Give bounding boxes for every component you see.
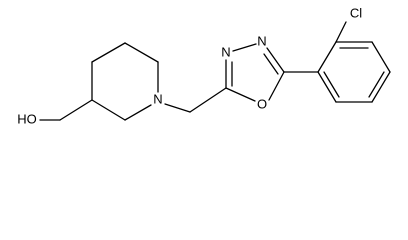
atom-label: N xyxy=(221,44,230,59)
bond xyxy=(59,99,93,121)
bond xyxy=(164,103,191,113)
bond xyxy=(91,99,126,121)
bond xyxy=(371,71,391,103)
double-bond xyxy=(263,53,279,75)
bond xyxy=(91,42,126,63)
atom-label: HO xyxy=(17,111,37,126)
bond xyxy=(317,71,337,103)
bond xyxy=(317,41,337,73)
atom-label: N xyxy=(257,33,266,48)
atom-label: N xyxy=(153,91,162,106)
bonds xyxy=(39,21,391,121)
bond xyxy=(124,104,152,121)
bond xyxy=(189,87,227,113)
bond xyxy=(266,47,285,73)
double-bond xyxy=(323,71,340,98)
atom-label: O xyxy=(257,96,267,111)
structure-diagram: Cl N N O N HO xyxy=(17,5,391,126)
bond xyxy=(225,87,256,102)
bond xyxy=(124,42,159,63)
bond xyxy=(268,71,285,101)
double-bond xyxy=(368,71,385,98)
bond xyxy=(232,43,257,52)
bond xyxy=(371,41,391,73)
page: Cl N N O N HO (() => { const data = JSON… xyxy=(17,5,391,127)
bond xyxy=(335,21,347,43)
atom-label: Cl xyxy=(350,5,362,20)
